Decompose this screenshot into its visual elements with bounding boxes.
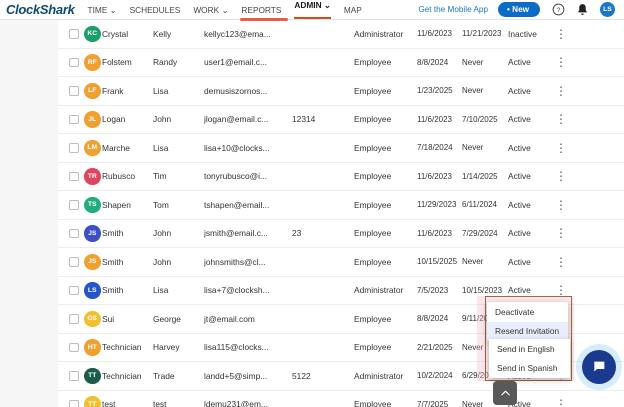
svg-text:?: ? — [557, 8, 561, 14]
